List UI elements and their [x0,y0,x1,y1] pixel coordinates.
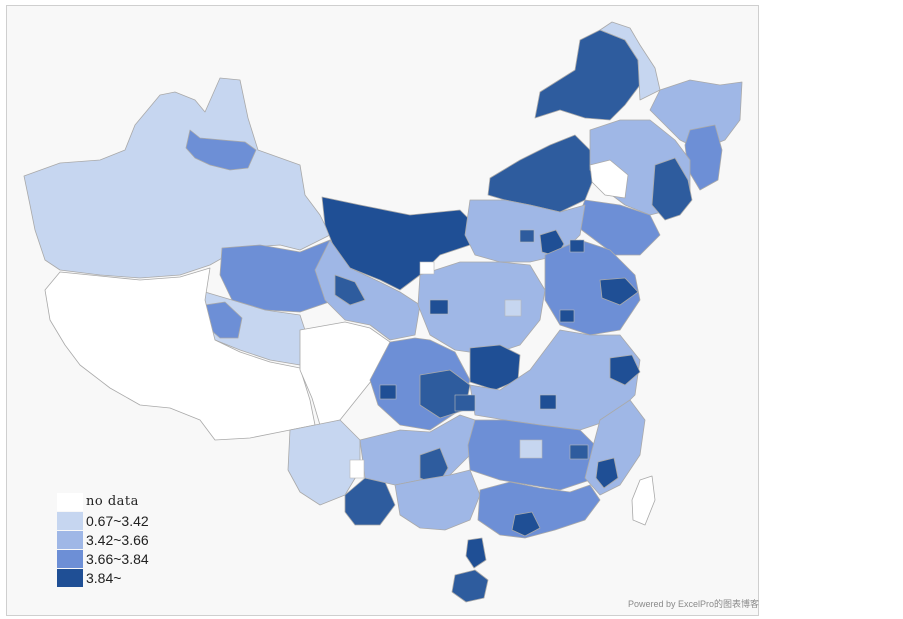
region-heilongjiang-east [649,79,743,151]
legend-label: 3.84~ [86,569,122,586]
legend-label: 3.42~3.66 [86,531,149,548]
region-sichuan-nodata [299,321,391,426]
prefecture-cell [419,261,435,275]
region-ili-dark [185,129,257,171]
prefecture-cell [349,459,365,479]
region-gansu-ningxia [314,239,421,341]
legend-label: 0.67~3.42 [86,512,149,529]
prefecture-cell [519,229,535,243]
region-heilongjiang-dark [684,124,723,191]
region-xinjiang-north [23,77,331,279]
prefecture-cell [539,394,557,410]
region-hulunbuir [534,29,641,121]
legend-label: 3.66~3.84 [86,550,149,567]
region-northeast-nodata [589,159,629,199]
region-guangdong-dark [511,511,541,537]
region-leizhou [465,537,487,569]
legend-item-class2: 3.42~3.66 [57,530,149,549]
prefecture-cell [454,394,476,412]
region-yunnan-west [287,419,361,506]
prefecture-cell [569,239,585,253]
legend-item-class3: 3.66~3.84 [57,549,149,568]
prefecture-cell [559,309,575,323]
prefecture-cell [519,439,543,459]
legend-label: no data [86,493,139,509]
legend: no data 0.67~3.42 3.42~3.66 3.66~3.84 3.… [57,492,149,587]
legend-swatch [57,549,83,568]
region-shandong-dark [599,277,639,306]
region-jilin-dark [651,157,693,221]
region-guangdong [477,481,601,539]
prefecture-cell [504,299,522,317]
region-tibet-nodata [44,267,316,441]
prefecture-cell [429,299,449,315]
legend-swatch [57,511,83,530]
region-heilongjiang-north [599,21,661,101]
region-yunnan-dark [344,477,396,526]
region-liaoning [574,199,661,256]
prefecture-cell [569,444,589,460]
region-guangxi [394,469,481,531]
legend-swatch [57,568,83,587]
credit-text: Powered by ExcelPro的图表博客 [628,599,760,609]
legend-item-class4: 3.84~ [57,568,149,587]
region-fujian-dark [595,457,619,489]
region-inner-mongolia-mid [487,134,596,213]
legend-item-class1: 0.67~3.42 [57,511,149,530]
region-taiwan [631,475,656,526]
region-jiangsu-dark [609,354,641,386]
prefecture-cell [379,384,397,400]
legend-swatch [57,530,83,549]
region-gansu-dark [334,274,366,306]
region-hainan [451,569,489,603]
legend-swatch [57,492,83,511]
legend-item-no-data: no data [57,492,149,511]
region-shanxi-shaanxi [417,261,546,356]
